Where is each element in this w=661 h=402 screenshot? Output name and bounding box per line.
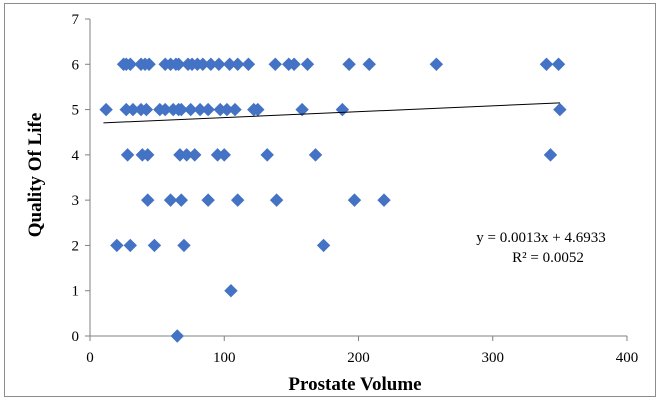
y-tick-label: 4 <box>72 148 80 164</box>
y-tick-label: 0 <box>72 329 80 345</box>
data-point <box>295 102 309 117</box>
data-point <box>141 193 155 207</box>
data-point <box>335 102 350 117</box>
x-axis-title: Prostate Volume <box>288 374 421 395</box>
data-point <box>553 102 567 117</box>
y-tick-label: 2 <box>72 238 80 254</box>
data-point <box>212 57 226 71</box>
data-point <box>268 57 282 71</box>
data-point <box>174 102 188 117</box>
data-point <box>342 57 356 71</box>
data-point <box>347 193 362 207</box>
data-point <box>269 193 284 207</box>
data-point <box>120 148 135 162</box>
y-ticks: 0 1 2 3 4 5 6 7 <box>72 12 90 345</box>
y-tick-label: 7 <box>72 12 80 28</box>
data-point <box>308 148 323 162</box>
data-point <box>543 148 558 162</box>
data-point <box>123 57 137 71</box>
data-points <box>99 57 567 343</box>
x-tick-label: 400 <box>616 350 639 366</box>
data-point <box>551 57 566 71</box>
data-point <box>123 238 137 253</box>
data-point <box>230 57 245 71</box>
data-point <box>147 238 162 253</box>
data-point <box>170 329 184 343</box>
data-point <box>251 102 265 117</box>
data-point <box>230 193 245 207</box>
data-point <box>241 57 256 71</box>
data-point <box>110 238 124 253</box>
data-point <box>141 148 155 162</box>
data-point <box>300 57 315 71</box>
y-tick-label: 3 <box>72 193 80 209</box>
data-point <box>183 102 198 117</box>
data-point <box>260 148 274 162</box>
trendline <box>103 102 560 124</box>
data-point <box>177 238 191 253</box>
y-tick-label: 6 <box>72 57 80 73</box>
data-point <box>316 238 331 253</box>
x-tick-label: 200 <box>347 350 370 366</box>
y-axis-title: Quality Of Life <box>25 113 46 238</box>
x-ticks: 0 100 200 300 400 <box>86 336 638 366</box>
data-point <box>99 102 113 117</box>
data-point <box>362 57 376 71</box>
data-point <box>217 148 231 162</box>
trend-equation: y = 0.0013x + 4.6933 <box>476 230 605 246</box>
data-point <box>139 102 154 117</box>
data-point <box>163 193 178 207</box>
y-tick-label: 1 <box>72 284 80 300</box>
x-tick-label: 100 <box>213 350 236 366</box>
r-squared-label: R² = 0.0052 <box>512 250 584 266</box>
data-point <box>287 57 301 71</box>
data-point <box>188 148 202 162</box>
data-point <box>539 57 554 71</box>
data-point <box>377 193 391 207</box>
data-point <box>429 57 444 71</box>
data-point <box>174 193 188 207</box>
x-tick-label: 0 <box>86 350 94 366</box>
data-point <box>201 102 215 117</box>
y-tick-label: 5 <box>72 103 80 119</box>
x-tick-label: 300 <box>482 350 505 366</box>
data-point <box>201 193 215 207</box>
data-point <box>224 284 238 298</box>
data-point <box>171 57 186 71</box>
data-point <box>142 57 156 71</box>
data-point <box>228 102 242 117</box>
